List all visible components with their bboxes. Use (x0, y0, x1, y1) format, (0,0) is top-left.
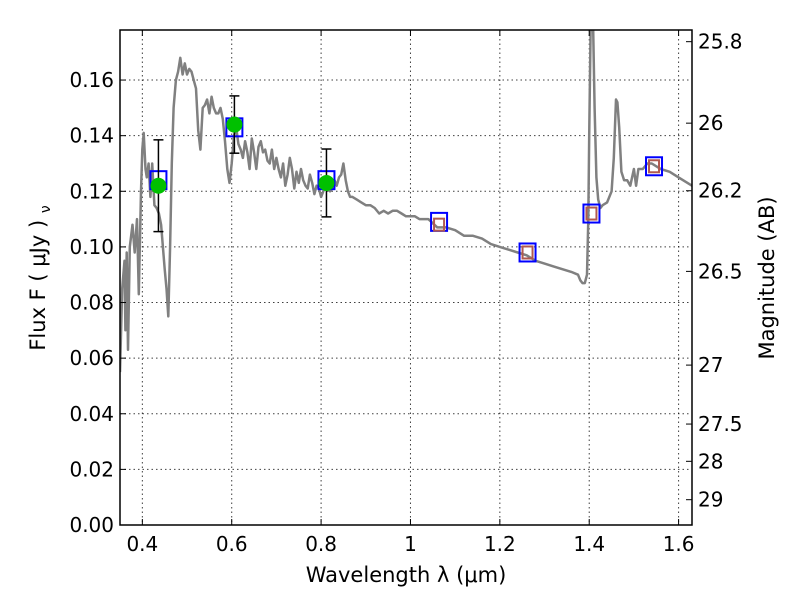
x-tick-label: 0.6 (216, 532, 248, 556)
x-tick-label: 0.8 (305, 532, 337, 556)
model-square-point (582, 203, 601, 224)
x-tick-label: 1.4 (573, 532, 605, 556)
y-axis-label: Flux F ( μJy ) ν (26, 205, 54, 351)
observed-square-point (648, 159, 661, 174)
y-tick-label: 0.12 (69, 179, 114, 203)
plot-series (120, 30, 692, 373)
photometry-point (226, 116, 243, 133)
y-tick-label: 0.04 (69, 402, 114, 426)
mag-tick-label: 26.5 (698, 259, 743, 283)
y-tick-label: 0.06 (69, 346, 114, 370)
y-tick-label: 0.10 (69, 235, 114, 259)
mag-tick-label: 29 (698, 488, 723, 512)
y-axis-label-text: Flux F ( μJy ) (26, 220, 50, 351)
y-tick-label: 0.00 (69, 513, 114, 537)
observed-square-point (585, 206, 598, 221)
mag-tick-label: 28 (698, 449, 723, 473)
mag-tick-label: 26 (698, 111, 723, 135)
axis-ticks: 0.4 0.6 0.8 1 1.2 1.4 1.6 0.00 0.02 0.04 0.06 0.08 0… (69, 30, 742, 556)
spectrum-line (120, 30, 692, 373)
y-tick-label: 0.16 (69, 68, 114, 92)
mag-tick-label: 25.8 (698, 30, 743, 54)
y-tick-label: 0.14 (69, 124, 114, 148)
model-square-point (518, 242, 537, 263)
model-square-point (645, 156, 664, 177)
photometry-point (150, 177, 167, 194)
x-tick-label: 1.6 (663, 532, 695, 556)
plot-frame (119, 29, 693, 526)
y-axis-label-subscript: ν (38, 205, 54, 213)
photometry-point (318, 174, 335, 191)
mag-tick-label: 27 (698, 353, 723, 377)
x-tick-label: 0.4 (126, 532, 158, 556)
x-tick-label: 1.2 (484, 532, 516, 556)
right-axis-label: Magnitude (AB) (755, 196, 779, 359)
mag-tick-label: 27.5 (698, 412, 743, 436)
x-axis-label: Wavelength λ (μm) (306, 563, 507, 587)
observed-square-point (521, 245, 534, 260)
observed-square-point (433, 217, 446, 232)
y-tick-label: 0.08 (69, 291, 114, 315)
mag-tick-label: 26.2 (698, 179, 743, 203)
y-tick-label: 0.02 (69, 457, 114, 481)
grid-lines (120, 30, 692, 525)
x-tick-label: 1 (404, 532, 417, 556)
